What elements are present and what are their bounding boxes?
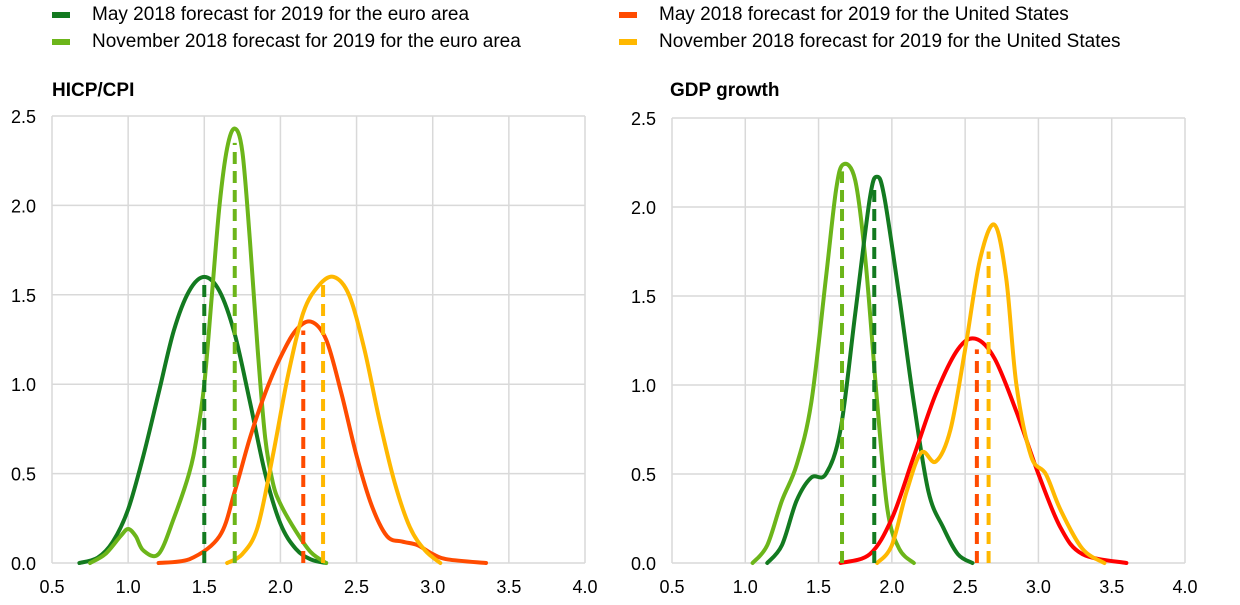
- legend-item: November 2018 forecast for 2019 for the …: [52, 31, 521, 53]
- x-tick-label: 1.5: [192, 577, 217, 597]
- y-tick-label: 2.5: [11, 107, 36, 127]
- y-tick-label: 0.0: [11, 554, 36, 574]
- legend-label: November 2018 forecast for 2019 for the …: [659, 31, 1121, 52]
- legend-swatch: [52, 39, 70, 45]
- y-tick-label: 2.5: [631, 109, 656, 129]
- x-tick-label: 1.5: [806, 577, 831, 597]
- y-tick-label: 1.0: [11, 375, 36, 395]
- x-tick-label: 4.0: [572, 577, 597, 597]
- legend-label: May 2018 forecast for 2019 for the euro …: [92, 4, 470, 25]
- legend-swatch: [52, 12, 70, 18]
- density-line: [156, 319, 489, 565]
- density-line: [765, 174, 975, 565]
- chart-title-hicp: HICP/CPI: [52, 80, 135, 101]
- density-line: [225, 274, 443, 565]
- density-line: [838, 336, 1129, 565]
- y-tick-label: 2.0: [11, 196, 36, 216]
- x-tick-label: 2.0: [268, 577, 293, 597]
- legend-swatch: [619, 12, 637, 18]
- y-tick-label: 2.0: [631, 198, 656, 218]
- y-tick-label: 0.0: [631, 554, 656, 574]
- legend-label: May 2018 forecast for 2019 for the Unite…: [659, 4, 1069, 25]
- x-tick-label: 1.0: [733, 577, 758, 597]
- x-tick-label: 3.5: [496, 577, 521, 597]
- x-tick-label: 0.5: [659, 577, 684, 597]
- x-tick-label: 4.0: [1172, 577, 1197, 597]
- legend-label: November 2018 forecast for 2019 for the …: [92, 31, 521, 52]
- y-tick-label: 0.5: [631, 465, 656, 485]
- density-line: [88, 126, 329, 565]
- x-tick-label: 2.5: [953, 577, 978, 597]
- y-tick-label: 1.5: [631, 287, 656, 307]
- legend-item: May 2018 forecast for 2019 for the euro …: [52, 4, 469, 26]
- x-tick-label: 3.0: [420, 577, 445, 597]
- chart-title-gdp: GDP growth: [670, 80, 780, 101]
- density-line: [750, 161, 916, 565]
- y-tick-label: 1.0: [631, 376, 656, 396]
- legend-item: November 2018 forecast for 2019 for the …: [619, 31, 1121, 53]
- x-tick-label: 2.0: [879, 577, 904, 597]
- x-tick-label: 2.5: [344, 577, 369, 597]
- x-tick-label: 3.0: [1026, 577, 1051, 597]
- x-tick-label: 0.5: [39, 577, 64, 597]
- y-tick-label: 1.5: [11, 286, 36, 306]
- y-tick-label: 0.5: [11, 465, 36, 485]
- x-tick-label: 3.5: [1099, 577, 1124, 597]
- density-line: [875, 222, 1107, 565]
- legend-swatch: [619, 39, 637, 45]
- legend-item: May 2018 forecast for 2019 for the Unite…: [619, 4, 1069, 26]
- x-tick-label: 1.0: [116, 577, 141, 597]
